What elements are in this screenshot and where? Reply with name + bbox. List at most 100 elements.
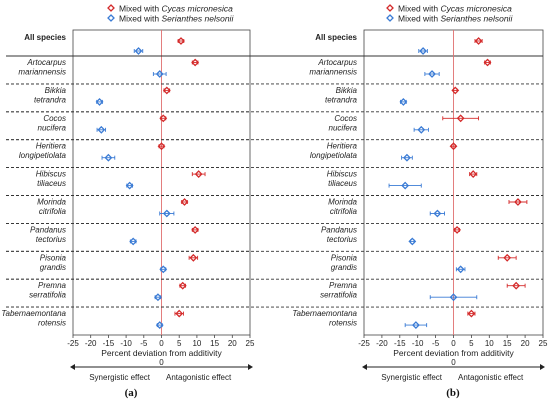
- x-tick-label-a-3: -10: [120, 339, 132, 348]
- serianthes-point-b-4: [403, 153, 411, 162]
- cycas-point-a-1: [191, 58, 200, 67]
- legend-a: Mixed with Cycas micronesica Mixed with …: [107, 4, 234, 24]
- serianthes-point-a-1: [155, 70, 164, 78]
- effect-synergistic-b: Synergistic effect: [381, 373, 443, 382]
- serianthes-point-a-8: [159, 265, 168, 274]
- species-label-epithet-a-9: serratifolia: [29, 291, 66, 300]
- species-label-genus-b-2: Bikkia: [336, 86, 358, 95]
- effect-arrow-a: 0 Synergistic effect Antagonistic effect: [70, 358, 253, 382]
- species-label-genus-b-5: Hibiscus: [327, 170, 357, 179]
- serianthes-point-a-2: [95, 97, 104, 106]
- effect-zero-b: 0: [451, 358, 456, 367]
- cycas-point-a-5: [194, 170, 203, 179]
- species-label-epithet-a-6: citrifolia: [39, 207, 67, 216]
- species-label-epithet-a-7: tectorius: [36, 235, 66, 244]
- effect-arrow-right-head-b: [540, 364, 545, 370]
- x-tick-label-b-0: -25: [358, 339, 370, 348]
- x-tick-label-b-3: -10: [412, 339, 424, 348]
- species-labels-a: All speciesArtocarpusmariannensisBikkiat…: [1, 33, 66, 328]
- x-axis-a: -25 -20 -15 -10 -5 0 5 10 15 20 25: [67, 335, 255, 348]
- species-label-epithet-a-5: tiliaceus: [37, 179, 66, 188]
- species-label-epithet-a-1: mariannensis: [18, 68, 66, 77]
- cycas-point-a-2: [162, 86, 171, 95]
- effect-arrow-b: 0 Synergistic effect Antagonistic effect: [362, 358, 545, 382]
- serianthes-point-a-6: [162, 209, 171, 218]
- x-tick-label-a-9: 20: [228, 339, 237, 348]
- species-label-genus-b-8: Pisonia: [331, 253, 358, 262]
- serianthes-point-b-10: [411, 321, 420, 330]
- species-label-epithet-a-10: rotensis: [38, 319, 66, 328]
- x-axis-label-b: Percent deviation from additivity: [393, 348, 514, 358]
- species-label-genus-a-1: Artocarpus: [26, 58, 66, 67]
- species-label-genus-a-6: Morinda: [37, 198, 66, 207]
- serianthes-point-b-7: [408, 237, 417, 246]
- serianthes-point-a-4: [104, 153, 113, 162]
- x-tick-label-a-8: 15: [210, 339, 219, 348]
- effect-arrow-left-head-a: [70, 364, 75, 370]
- x-tick-label-b-6: 5: [469, 339, 474, 348]
- x-tick-label-a-2: -15: [103, 339, 115, 348]
- serianthes-point-b-6: [433, 209, 442, 218]
- cycas-point-a-7: [191, 225, 200, 234]
- panel-label-a: (a): [125, 387, 138, 399]
- cycas-point-b-8: [503, 253, 512, 262]
- species-label-epithet-a-4: longipetiolata: [19, 151, 67, 160]
- cycas-point-a-0: [177, 37, 185, 45]
- species-label-genus-a-7: Pandanus: [30, 225, 66, 234]
- species-label-epithet-b-5: tiliaceus: [328, 179, 357, 188]
- cycas-point-b-9: [512, 281, 521, 290]
- cycas-point-b-1: [483, 58, 492, 67]
- species-label-epithet-b-9: serratifolia: [320, 291, 357, 300]
- panel-label-b: (b): [446, 387, 460, 399]
- x-tick-label-b-9: 20: [521, 339, 530, 348]
- x-tick-label-b-8: 15: [503, 339, 512, 348]
- data-marks-b: [388, 37, 528, 330]
- cycas-point-b-5: [469, 170, 478, 179]
- effect-arrow-right-head-a: [248, 364, 253, 370]
- x-axis-b: -25 -20 -15 -10 -5 0 5 10 15 20 25: [358, 335, 548, 348]
- species-label-epithet-b-2: tetrandra: [325, 95, 358, 104]
- species-label-genus-b-9: Premna: [329, 281, 358, 290]
- serianthes-point-b-8: [456, 265, 465, 274]
- serianthes-point-b-3: [417, 125, 426, 134]
- species-labels-b: All speciesArtocarpusmariannensisBikkiat…: [292, 33, 357, 328]
- legend-b-serianthes-marker: [386, 14, 394, 22]
- x-tick-label-a-6: 5: [177, 339, 182, 348]
- species-label-b-0: All species: [315, 33, 357, 42]
- species-label-genus-a-8: Pisonia: [40, 253, 67, 262]
- species-label-genus-b-4: Heritiera: [327, 142, 358, 151]
- effect-antagonistic-a: Antagonistic effect: [166, 373, 232, 382]
- species-label-a-0: All species: [24, 33, 66, 42]
- cycas-point-b-10: [467, 309, 476, 318]
- panel-b: Mixed with Cycas micronesica Mixed with …: [6, 4, 548, 399]
- x-tick-label-a-4: -5: [140, 339, 148, 348]
- x-tick-label-b-10: 25: [539, 339, 548, 348]
- species-label-epithet-b-4: longipetiolata: [310, 151, 358, 160]
- cycas-point-a-9: [178, 281, 187, 290]
- x-tick-label-b-1: -20: [376, 339, 388, 348]
- species-label-epithet-b-7: tectorius: [327, 235, 357, 244]
- species-label-epithet-a-2: tetrandra: [34, 95, 67, 104]
- x-tick-label-b-2: -15: [394, 339, 406, 348]
- serianthes-point-b-5: [401, 181, 410, 190]
- species-label-genus-a-10: Tabernaemontana: [1, 309, 66, 318]
- legend-a-cycas-text: Mixed with Cycas micronesica: [119, 4, 233, 14]
- cycas-point-b-2: [451, 86, 460, 95]
- x-tick-label-a-10: 25: [246, 339, 255, 348]
- cycas-point-a-6: [180, 198, 189, 206]
- serianthes-point-b-2: [399, 97, 408, 106]
- x-tick-label-a-5: 0: [159, 339, 164, 348]
- cycas-point-a-8: [189, 253, 198, 262]
- x-tick-label-a-0: -25: [67, 339, 79, 348]
- species-label-epithet-b-8: grandis: [331, 263, 357, 272]
- serianthes-point-a-0: [134, 47, 143, 55]
- serianthes-point-b-0: [419, 47, 427, 55]
- species-label-genus-a-9: Premna: [38, 281, 67, 290]
- effect-arrow-left-head-b: [362, 364, 367, 370]
- species-label-genus-a-2: Bikkia: [45, 86, 67, 95]
- cycas-point-b-3: [456, 114, 465, 123]
- species-label-genus-b-1: Artocarpus: [317, 58, 357, 67]
- legend-a-cycas-marker: [107, 4, 115, 12]
- legend-a-serianthes-marker: [107, 14, 115, 22]
- species-label-epithet-a-8: grandis: [40, 263, 66, 272]
